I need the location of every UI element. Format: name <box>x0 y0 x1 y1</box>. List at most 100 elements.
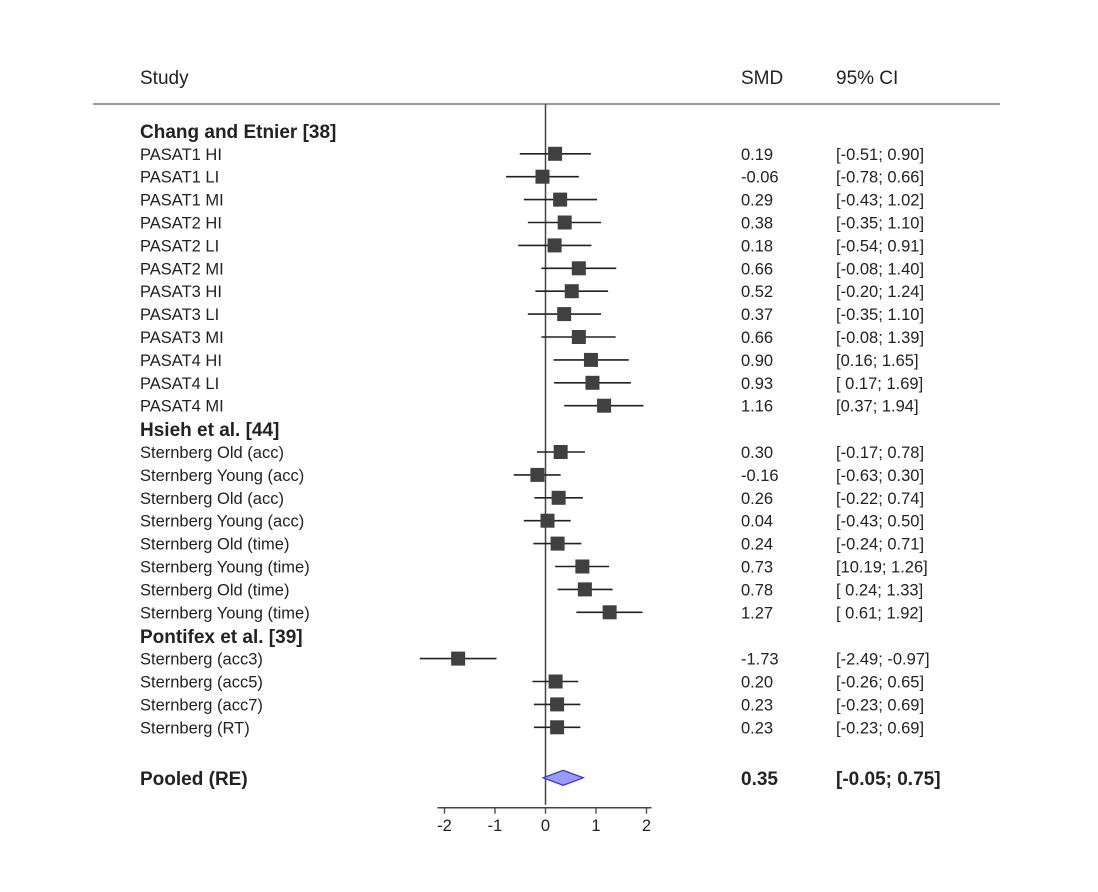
pooled-diamond <box>541 769 586 786</box>
study-row: PASAT4 MI 1.16 [0.37; 1.94] <box>140 398 919 416</box>
study-smd: 0.37 <box>741 306 773 324</box>
header-row: Study SMD 95% CI <box>93 68 1000 105</box>
study-label: Sternberg Old (acc) <box>140 490 284 508</box>
study-ci: [0.37; 1.94] <box>836 398 919 416</box>
study-row: Sternberg (acc3) -1.73 [-2.49; -0.97] <box>140 651 930 669</box>
study-ci: [-2.49; -0.97] <box>836 651 930 669</box>
study-smd: 0.78 <box>741 581 773 599</box>
effect-marker <box>585 375 600 390</box>
effect-marker <box>548 674 563 689</box>
effect-marker <box>550 536 565 551</box>
group-title: Chang and Etnier [38] <box>140 122 336 143</box>
study-row: Sternberg Old (acc) 0.30 [-0.17; 0.78] <box>140 444 924 462</box>
study-row: PASAT4 LI 0.93 [ 0.17; 1.69] <box>140 375 923 393</box>
study-label: PASAT3 HI <box>140 283 222 301</box>
study-smd: 0.52 <box>741 283 773 301</box>
study-ci: [-0.54; 0.91] <box>836 237 924 255</box>
study-label: Sternberg Young (acc) <box>140 467 304 485</box>
x-tick-label: 0 <box>541 817 550 835</box>
study-smd: 0.24 <box>741 536 773 554</box>
study-ci: [-0.17; 0.78] <box>836 444 924 462</box>
study-smd: 0.66 <box>741 329 773 347</box>
study-label: PASAT3 MI <box>140 329 224 347</box>
study-smd: 1.27 <box>741 604 773 622</box>
study-label: Sternberg (RT) <box>140 719 250 737</box>
effect-marker <box>583 352 598 367</box>
group-title: Pontifex et al. [39] <box>140 627 303 648</box>
study-smd: -1.73 <box>741 651 779 669</box>
study-row: Sternberg (acc7) 0.23 [-0.23; 0.69] <box>140 696 924 714</box>
study-label: Sternberg Old (time) <box>140 536 289 554</box>
study-label: PASAT1 LI <box>140 169 219 187</box>
study-group: Pontifex et al. [39] Sternberg (acc3) -1.7… <box>140 627 930 738</box>
x-tick-label: -1 <box>488 817 503 835</box>
effect-marker <box>602 605 617 620</box>
effect-marker <box>553 192 568 207</box>
study-smd: 1.16 <box>741 398 773 416</box>
study-ci: [ 0.61; 1.92] <box>836 604 923 622</box>
study-ci: [-0.23; 0.69] <box>836 696 924 714</box>
x-tick-label: 1 <box>591 817 600 835</box>
study-label: PASAT2 MI <box>140 260 224 278</box>
effect-marker <box>551 490 566 505</box>
study-label: Sternberg (acc3) <box>140 651 263 669</box>
study-row: Sternberg (RT) 0.23 [-0.23; 0.69] <box>140 719 924 737</box>
study-row: Sternberg Old (time) 0.24 [-0.24; 0.71] <box>140 536 924 554</box>
effect-marker <box>535 169 550 184</box>
study-ci: [-0.43; 0.50] <box>836 513 924 531</box>
study-row: PASAT2 MI 0.66 [-0.08; 1.40] <box>140 260 924 278</box>
effect-marker <box>553 445 568 459</box>
study-row: Sternberg Young (acc) -0.16 [-0.63; 0.30] <box>140 467 924 485</box>
study-row: Sternberg Young (time) 1.27 [ 0.61; 1.92] <box>140 604 923 622</box>
effect-marker <box>550 720 565 735</box>
header-smd: SMD <box>741 68 783 89</box>
study-label: Sternberg (acc5) <box>140 674 263 692</box>
effect-marker <box>557 307 572 322</box>
study-smd: 0.38 <box>741 215 773 233</box>
effect-marker <box>564 284 579 299</box>
study-row: PASAT3 LI 0.37 [-0.35; 1.10] <box>140 306 924 324</box>
study-smd: 0.90 <box>741 352 773 370</box>
pooled-row: Pooled (RE) 0.35 [-0.05; 0.75] <box>140 769 941 790</box>
study-label: PASAT2 HI <box>140 215 222 233</box>
study-smd: 0.30 <box>741 444 773 462</box>
study-smd: 0.20 <box>741 674 773 692</box>
effect-marker <box>571 330 586 344</box>
study-group: Chang and Etnier [38] PASAT1 HI 0.19 [-0.51… <box>140 122 924 416</box>
study-row: PASAT2 LI 0.18 [-0.54; 0.91] <box>140 237 924 255</box>
pooled-label: Pooled (RE) <box>140 769 248 790</box>
study-ci: [-0.08; 1.40] <box>836 260 924 278</box>
study-ci: [-0.26; 0.65] <box>836 674 924 692</box>
study-row: Sternberg Young (acc) 0.04 [-0.43; 0.50] <box>140 513 924 531</box>
study-ci: [-0.78; 0.66] <box>836 169 924 187</box>
study-smd: 0.93 <box>741 375 773 393</box>
study-ci: [-0.08; 1.39] <box>836 329 924 347</box>
study-smd: 0.29 <box>741 192 773 210</box>
group-title: Hsieh et al. [44] <box>140 420 279 441</box>
effect-marker <box>540 513 555 528</box>
study-label: PASAT4 LI <box>140 375 219 393</box>
effect-marker <box>571 261 586 276</box>
study-smd: 0.18 <box>741 237 773 255</box>
effect-marker <box>550 697 565 712</box>
study-label: Sternberg Old (time) <box>140 581 289 599</box>
study-row: Sternberg Young (time) 0.73 [10.19; 1.26] <box>140 559 928 577</box>
study-ci: [0.16; 1.65] <box>836 352 919 370</box>
study-group: Hsieh et al. [44] Sternberg Old (acc) 0.30… <box>140 420 928 622</box>
effect-marker <box>530 467 545 482</box>
study-smd: 0.04 <box>741 513 773 531</box>
study-ci: [10.19; 1.26] <box>836 559 928 577</box>
study-ci: [-0.23; 0.69] <box>836 719 924 737</box>
effect-marker <box>547 238 562 253</box>
pooled-ci: [-0.05; 0.75] <box>836 769 941 790</box>
study-smd: -0.06 <box>741 169 779 187</box>
effect-marker <box>577 582 592 597</box>
study-row: PASAT2 HI 0.38 [-0.35; 1.10] <box>140 215 924 233</box>
study-row: PASAT4 HI 0.90 [0.16; 1.65] <box>140 352 919 370</box>
effect-marker <box>597 398 612 413</box>
study-smd: 0.26 <box>741 490 773 508</box>
study-ci: [-0.35; 1.10] <box>836 306 924 324</box>
x-tick-label: -2 <box>437 817 452 835</box>
study-row: Sternberg Old (acc) 0.26 [-0.22; 0.74] <box>140 490 924 508</box>
